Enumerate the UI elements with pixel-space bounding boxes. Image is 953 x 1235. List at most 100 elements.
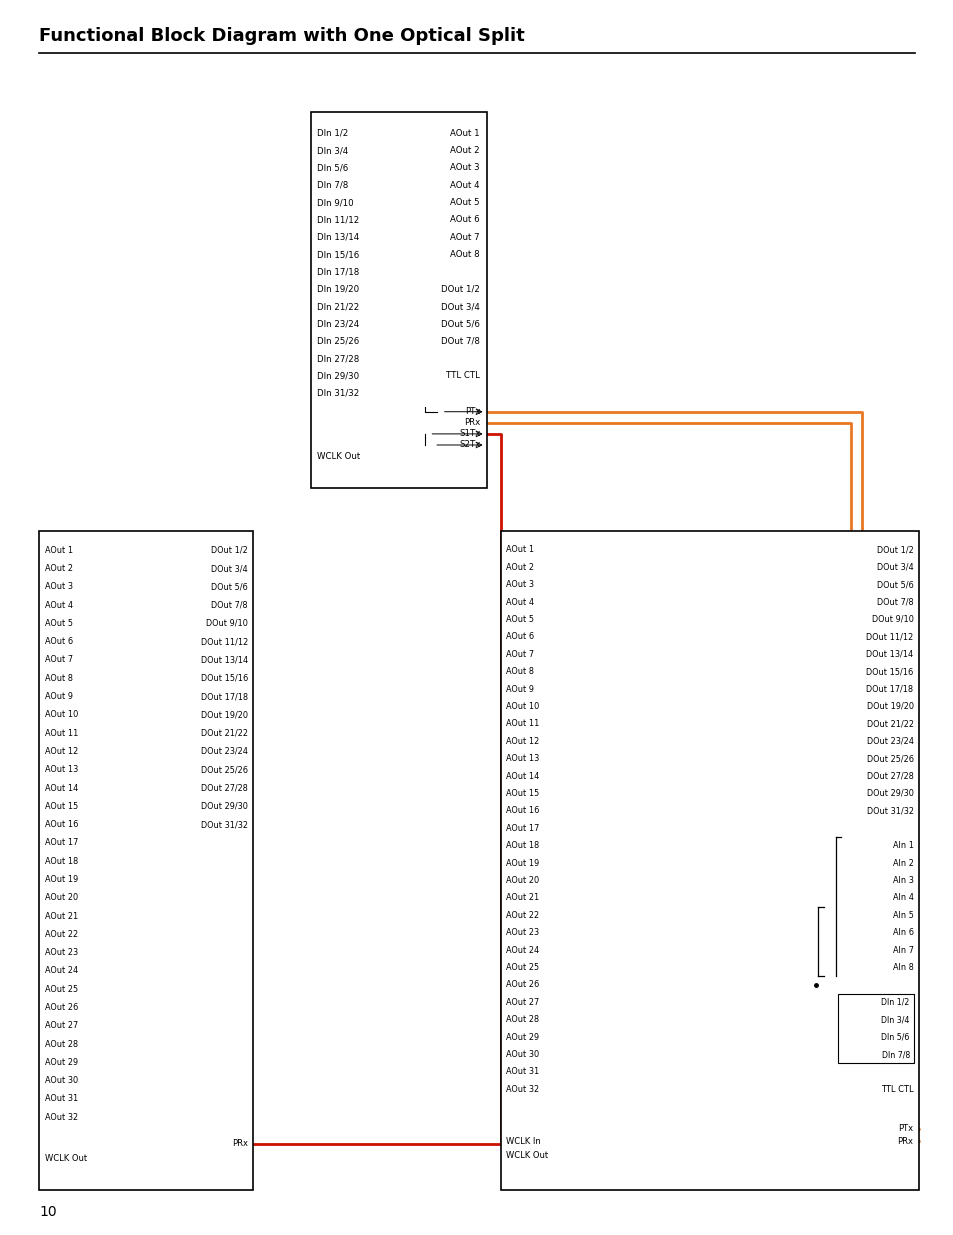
Text: DIn 15/16: DIn 15/16 — [316, 249, 359, 259]
Text: AOut 2: AOut 2 — [506, 563, 534, 572]
Text: DIn 1/2: DIn 1/2 — [316, 128, 348, 138]
Text: 10: 10 — [39, 1205, 57, 1219]
Text: AOut 3: AOut 3 — [506, 580, 534, 589]
Text: AOut 27: AOut 27 — [506, 998, 539, 1007]
Text: DIn 9/10: DIn 9/10 — [316, 198, 354, 207]
Text: DOut 21/22: DOut 21/22 — [865, 719, 913, 729]
Text: AIn 4: AIn 4 — [892, 893, 913, 903]
Text: AOut 8: AOut 8 — [450, 249, 479, 259]
Text: AOut 18: AOut 18 — [506, 841, 539, 850]
Text: AOut 11: AOut 11 — [45, 729, 78, 737]
Text: AOut 5: AOut 5 — [450, 198, 479, 207]
Text: AIn 7: AIn 7 — [892, 946, 913, 955]
Text: AOut 9: AOut 9 — [45, 692, 73, 701]
Text: AOut 10: AOut 10 — [506, 701, 539, 711]
Text: DIn 29/30: DIn 29/30 — [316, 372, 359, 380]
Text: AOut 13: AOut 13 — [45, 766, 78, 774]
Text: DOut 3/4: DOut 3/4 — [876, 563, 913, 572]
Text: DOut 25/26: DOut 25/26 — [200, 766, 248, 774]
Text: DIn 7/8: DIn 7/8 — [316, 180, 348, 190]
Text: AOut 15: AOut 15 — [506, 789, 539, 798]
Text: DOut 17/18: DOut 17/18 — [865, 684, 913, 694]
Text: DIn 17/18: DIn 17/18 — [316, 268, 359, 277]
Text: DOut 19/20: DOut 19/20 — [865, 701, 913, 711]
Text: DIn 1/2: DIn 1/2 — [881, 998, 909, 1007]
Text: AOut 26: AOut 26 — [506, 981, 539, 989]
Text: AOut 28: AOut 28 — [45, 1040, 78, 1049]
Text: DIn 11/12: DIn 11/12 — [316, 215, 359, 225]
Text: AOut 16: AOut 16 — [45, 820, 78, 829]
Text: AOut 1: AOut 1 — [45, 546, 73, 555]
Text: DIn 7/8: DIn 7/8 — [881, 1050, 909, 1060]
Text: DIn 25/26: DIn 25/26 — [316, 337, 359, 346]
Text: AOut 5: AOut 5 — [506, 615, 534, 624]
Text: AOut 2: AOut 2 — [450, 146, 479, 156]
Text: AOut 12: AOut 12 — [506, 737, 539, 746]
Text: DOut 29/30: DOut 29/30 — [201, 802, 248, 811]
Text: DOut 29/30: DOut 29/30 — [866, 789, 913, 798]
Text: DOut 13/14: DOut 13/14 — [200, 656, 248, 664]
Text: WCLK In: WCLK In — [506, 1136, 540, 1146]
Text: AOut 6: AOut 6 — [450, 215, 479, 225]
Text: AOut 9: AOut 9 — [506, 684, 534, 694]
Text: S1Tx: S1Tx — [459, 430, 480, 438]
Text: AOut 25: AOut 25 — [45, 984, 78, 994]
Text: AOut 8: AOut 8 — [506, 667, 534, 676]
Text: PRx: PRx — [897, 1136, 913, 1146]
Text: DOut 7/8: DOut 7/8 — [440, 337, 479, 346]
Text: AOut 32: AOut 32 — [506, 1084, 539, 1094]
Text: PRx: PRx — [464, 419, 480, 427]
Text: AOut 17: AOut 17 — [506, 824, 539, 832]
Text: AOut 31: AOut 31 — [506, 1067, 539, 1077]
Text: AOut 17: AOut 17 — [45, 839, 78, 847]
Text: AOut 8: AOut 8 — [45, 674, 73, 683]
Text: DOut 31/32: DOut 31/32 — [200, 820, 248, 829]
Text: DOut 25/26: DOut 25/26 — [865, 755, 913, 763]
Text: AOut 20: AOut 20 — [45, 893, 78, 903]
Text: DOut 27/28: DOut 27/28 — [866, 772, 913, 781]
Text: AOut 1: AOut 1 — [506, 546, 534, 555]
Text: DOut 27/28: DOut 27/28 — [201, 783, 248, 793]
Text: DOut 21/22: DOut 21/22 — [200, 729, 248, 737]
Text: DIn 23/24: DIn 23/24 — [316, 320, 359, 329]
Text: DIn 21/22: DIn 21/22 — [316, 303, 359, 311]
Text: WCLK Out: WCLK Out — [316, 452, 360, 461]
Text: DIn 19/20: DIn 19/20 — [316, 285, 359, 294]
Text: DOut 15/16: DOut 15/16 — [200, 674, 248, 683]
Text: AOut 23: AOut 23 — [45, 948, 78, 957]
Text: AOut 22: AOut 22 — [45, 930, 78, 939]
Text: AOut 25: AOut 25 — [506, 963, 539, 972]
Text: AOut 26: AOut 26 — [45, 1003, 78, 1011]
Text: DOut 1/2: DOut 1/2 — [876, 546, 913, 555]
Text: AOut 5: AOut 5 — [45, 619, 73, 627]
Text: AOut 30: AOut 30 — [45, 1076, 78, 1086]
Text: AOut 29: AOut 29 — [506, 1032, 539, 1041]
Text: AOut 20: AOut 20 — [506, 876, 539, 885]
Text: PTx: PTx — [465, 408, 480, 416]
Text: AOut 19: AOut 19 — [45, 874, 78, 884]
Text: DOut 9/10: DOut 9/10 — [206, 619, 248, 627]
Text: AIn 1: AIn 1 — [892, 841, 913, 850]
Text: AOut 13: AOut 13 — [506, 755, 539, 763]
Bar — [39, 531, 253, 1191]
Text: AOut 7: AOut 7 — [450, 232, 479, 242]
Text: AOut 3: AOut 3 — [45, 583, 73, 592]
Text: AOut 1: AOut 1 — [450, 128, 479, 138]
Text: AOut 30: AOut 30 — [506, 1050, 539, 1060]
Text: DOut 11/12: DOut 11/12 — [865, 632, 913, 641]
Text: DOut 5/6: DOut 5/6 — [211, 583, 248, 592]
Text: AOut 11: AOut 11 — [506, 719, 539, 729]
Text: DOut 7/8: DOut 7/8 — [211, 600, 248, 610]
Text: DOut 23/24: DOut 23/24 — [200, 747, 248, 756]
Text: AOut 3: AOut 3 — [450, 163, 479, 173]
Text: TTL CTL: TTL CTL — [880, 1084, 913, 1094]
Text: DOut 13/14: DOut 13/14 — [865, 650, 913, 658]
Text: DOut 5/6: DOut 5/6 — [876, 580, 913, 589]
Text: DIn 3/4: DIn 3/4 — [316, 146, 348, 156]
Text: AOut 4: AOut 4 — [450, 180, 479, 190]
Text: AOut 4: AOut 4 — [506, 598, 534, 606]
Text: DOut 19/20: DOut 19/20 — [200, 710, 248, 719]
Text: AOut 6: AOut 6 — [506, 632, 534, 641]
Text: DOut 3/4: DOut 3/4 — [440, 303, 479, 311]
Text: DIn 3/4: DIn 3/4 — [881, 1015, 909, 1024]
